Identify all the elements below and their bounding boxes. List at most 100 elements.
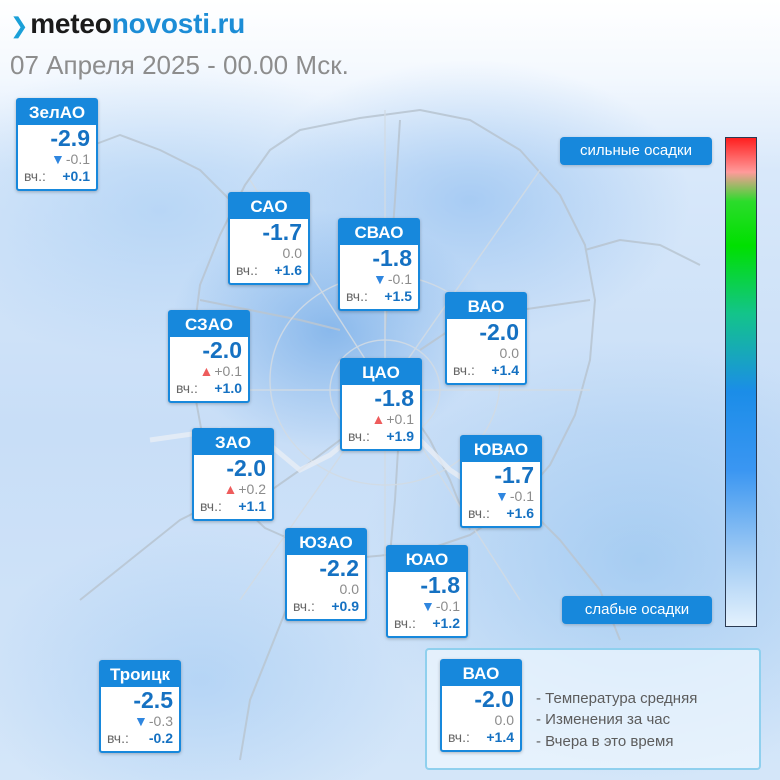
yesterday-label: вч.:	[236, 262, 258, 278]
forecast-date: 07 Апреля 2025 - 00.00 Мск.	[10, 50, 349, 80]
hourly-change-row: 0.0	[453, 345, 519, 361]
district-card-vao[interactable]: ВАО -2.0 0.0 вч.: +1.4	[445, 292, 527, 385]
legend-avg-temp: - Температура средняя	[536, 690, 698, 707]
avg-temperature: -1.8	[420, 572, 460, 598]
logo-chevron-icon: ❯	[10, 13, 29, 38]
weak-precipitation-label: слабые осадки	[562, 596, 712, 624]
yesterday-row: вч.: +1.2	[394, 614, 460, 632]
yesterday-value: +0.1	[62, 168, 90, 184]
district-card-troitsk[interactable]: Троицк -2.5 ▼-0.3 вч.: -0.2	[99, 660, 181, 753]
district-card-yuvao[interactable]: ЮВАО -1.7 ▼-0.1 вч.: +1.6	[460, 435, 542, 528]
hourly-change-value: -0.1	[435, 598, 460, 614]
avg-temperature: -1.8	[374, 385, 414, 411]
yesterday-label: вч.:	[176, 380, 198, 396]
district-card-yuzao[interactable]: ЮЗАО -2.2 0.0 вч.: +0.9	[285, 528, 367, 621]
legend-sample-card: ВАО -2.0 0.0 вч.: +1.4	[440, 659, 522, 752]
card-body: -2.0 0.0 вч.: +1.4	[447, 319, 525, 383]
card-body: -1.8 ▼-0.1 вч.: +1.5	[340, 245, 418, 309]
card-body: -2.0 ▲+0.1 вч.: +1.0	[170, 337, 248, 401]
district-name: ЮЗАО	[287, 530, 365, 555]
yesterday-label: вч.:	[346, 288, 368, 304]
yesterday-value: -0.2	[148, 730, 173, 746]
yesterday-label: вч.:	[348, 428, 370, 444]
district-card-cao[interactable]: ЦАО -1.8 ▲+0.1 вч.: +1.9	[340, 358, 422, 451]
card-body: -1.8 ▲+0.1 вч.: +1.9	[342, 385, 420, 449]
district-name: ВАО	[447, 294, 525, 319]
yesterday-value: +1.5	[384, 288, 412, 304]
avg-temperature: -2.2	[319, 555, 359, 581]
precipitation-scale-bar	[725, 137, 757, 627]
outer-border-east	[584, 239, 701, 266]
hourly-change-row: ▼-0.3	[107, 713, 173, 729]
district-name: ЮВАО	[462, 437, 540, 462]
yesterday-label: вч.:	[448, 729, 470, 745]
triangle-down-icon: ▼	[134, 713, 148, 729]
card-body: -2.2 0.0 вч.: +0.9	[287, 555, 365, 619]
yesterday-value: +1.6	[506, 505, 534, 521]
avg-temperature: -2.0	[474, 686, 514, 712]
avg-temperature: -1.8	[372, 245, 412, 271]
district-name: ЗелАО	[18, 100, 96, 125]
hourly-change-value: -0.1	[65, 151, 90, 167]
hourly-change-row: ▼-0.1	[394, 598, 460, 614]
hourly-change-row: ▲+0.2	[200, 481, 267, 497]
site-logo[interactable]: ❯meteonovosti.ru	[10, 8, 245, 40]
avg-temperature: -2.0	[226, 455, 266, 481]
yesterday-label: вч.:	[107, 730, 129, 746]
yesterday-row: вч.: +1.9	[348, 427, 414, 445]
district-name: СВАО	[340, 220, 418, 245]
legend-hourly-change: - Изменения за час	[536, 711, 671, 728]
avg-temperature: -2.5	[133, 687, 173, 713]
card-body: -2.5 ▼-0.3 вч.: -0.2	[101, 687, 179, 751]
hourly-change-value: +0.1	[214, 363, 242, 379]
triangle-up-icon: ▲	[223, 481, 238, 497]
district-card-sao[interactable]: САО -1.7 0.0 вч.: +1.6	[228, 192, 310, 285]
district-name: СЗАО	[170, 312, 248, 337]
hourly-change-value: +0.1	[386, 411, 414, 427]
yesterday-label: вч.:	[24, 168, 46, 184]
hourly-change-value: -0.1	[509, 488, 534, 504]
card-body: -2.9 ▼-0.1 вч.: +0.1	[18, 125, 96, 189]
card-body: -1.7 0.0 вч.: +1.6	[230, 219, 308, 283]
hourly-change-row: ▼-0.1	[24, 151, 90, 167]
yesterday-row: вч.: +0.1	[24, 167, 90, 185]
district-card-szao[interactable]: СЗАО -2.0 ▲+0.1 вч.: +1.0	[168, 310, 250, 403]
yesterday-row: вч.: +1.4	[453, 361, 519, 379]
hourly-change-value: 0.0	[282, 245, 302, 261]
hourly-change-value: 0.0	[494, 712, 514, 728]
district-card-zao[interactable]: ЗАО -2.0 ▲+0.2 вч.: +1.1	[192, 428, 274, 521]
yesterday-row: вч.: +0.9	[293, 597, 359, 615]
district-card-zelao[interactable]: ЗелАО -2.9 ▼-0.1 вч.: +0.1	[16, 98, 98, 191]
district-name: ЦАО	[342, 360, 420, 385]
hourly-change-value: +0.2	[238, 481, 266, 497]
yesterday-value: +1.4	[491, 362, 519, 378]
card-body: -2.0 0.0 вч.: +1.4	[442, 686, 520, 750]
triangle-up-icon: ▲	[199, 363, 214, 379]
avg-temperature: -2.9	[50, 125, 90, 151]
yesterday-row: вч.: +1.0	[176, 379, 242, 397]
yesterday-label: вч.:	[468, 505, 490, 521]
avg-temperature: -2.0	[479, 319, 519, 345]
yesterday-value: +0.9	[331, 598, 359, 614]
hourly-change-row: 0.0	[236, 245, 302, 261]
yesterday-value: +1.2	[432, 615, 460, 631]
yesterday-label: вч.:	[453, 362, 475, 378]
district-card-svao[interactable]: СВАО -1.8 ▼-0.1 вч.: +1.5	[338, 218, 420, 311]
avg-temperature: -1.7	[494, 462, 534, 488]
hourly-change-row: ▼-0.1	[468, 488, 534, 504]
yesterday-label: вч.:	[200, 498, 222, 514]
district-card-yuao[interactable]: ЮАО -1.8 ▼-0.1 вч.: +1.2	[386, 545, 468, 638]
hourly-change-value: -0.3	[148, 713, 173, 729]
yesterday-value: +1.1	[238, 498, 266, 514]
triangle-down-icon: ▼	[421, 598, 435, 614]
hourly-change-row: 0.0	[293, 581, 359, 597]
yesterday-value: +1.0	[214, 380, 242, 396]
outer-border-west	[79, 134, 231, 201]
yesterday-row: вч.: +1.6	[236, 261, 302, 279]
triangle-down-icon: ▼	[373, 271, 387, 287]
yesterday-value: +1.6	[274, 262, 302, 278]
triangle-down-icon: ▼	[495, 488, 509, 504]
yesterday-label: вч.:	[394, 615, 416, 631]
card-body: -1.7 ▼-0.1 вч.: +1.6	[462, 462, 540, 526]
hourly-change-row: ▲+0.1	[348, 411, 415, 427]
